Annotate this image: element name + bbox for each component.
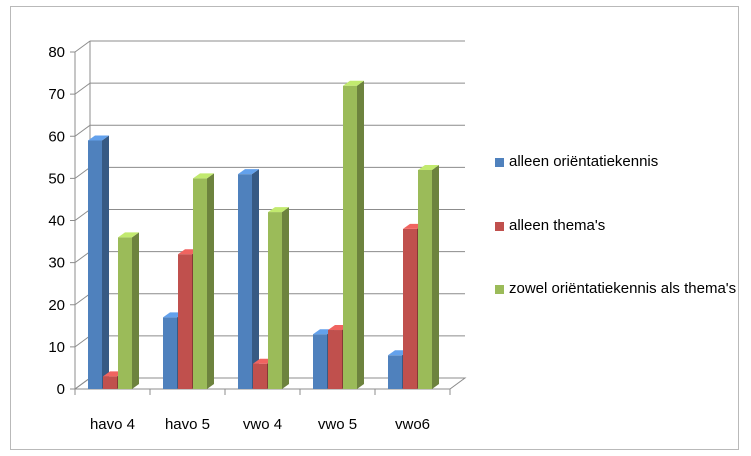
grid-depth-line <box>74 82 91 95</box>
bar-front-4-0 <box>388 355 402 389</box>
bar-top-4-2 <box>418 164 439 170</box>
legend-label-2: alleen thema's <box>509 217 606 234</box>
bar-front-4-2 <box>418 169 432 389</box>
bar-front-0-1 <box>103 376 117 389</box>
grid-depth-line <box>74 166 91 179</box>
bar-front-2-0 <box>238 174 252 389</box>
bar-side-2-2 <box>282 207 289 389</box>
x-tick-label: vwo 5 <box>318 416 357 433</box>
bar-side-0-0 <box>102 135 109 389</box>
x-tick-label: havo 4 <box>90 416 135 433</box>
legend-label-1: alleen oriëntatiekennis <box>509 153 659 170</box>
bar-front-1-1 <box>178 254 192 389</box>
grid-depth-line <box>74 40 91 53</box>
y-tick-label: 60 <box>48 128 65 145</box>
bar-front-0-0 <box>88 140 102 389</box>
bar-front-0-2 <box>118 237 132 389</box>
y-tick-label: 40 <box>48 213 65 230</box>
legend-item-1: alleen oriëntatiekennis <box>495 152 739 172</box>
bar-top-3-2 <box>343 80 364 86</box>
bar-top-0-2 <box>118 232 139 238</box>
grid-depth-line <box>74 209 91 221</box>
grid-depth-line <box>74 335 91 348</box>
bar-front-3-0 <box>313 334 327 389</box>
y-tick-label: 50 <box>48 170 65 187</box>
bar-side-3-2 <box>357 80 364 389</box>
y-tick-label: 30 <box>48 255 65 272</box>
x-tick-label: havo 5 <box>165 416 210 433</box>
bar-front-3-2 <box>343 85 357 389</box>
bar-top-0-0 <box>88 135 109 141</box>
x-tick-label: vwo6 <box>395 416 430 433</box>
y-tick-label: 70 <box>48 86 65 103</box>
bar-side-0-2 <box>132 232 139 389</box>
bar-front-1-2 <box>193 178 207 389</box>
legend-swatch-2 <box>495 222 504 231</box>
y-tick-label: 10 <box>48 339 65 356</box>
bar-front-2-2 <box>268 212 282 389</box>
bar-front-3-1 <box>328 330 342 389</box>
bar-top-1-2 <box>193 173 214 179</box>
legend-item-3: zowel oriëntatiekennis als thema's <box>495 279 739 299</box>
bar-top-2-2 <box>268 207 289 213</box>
y-tick-label: 80 <box>48 44 65 61</box>
legend-item-2: alleen thema's <box>495 216 739 236</box>
grid-depth-line <box>74 124 91 137</box>
bar-top-2-0 <box>238 169 259 175</box>
bar-side-4-2 <box>432 164 439 389</box>
bar-front-1-0 <box>163 317 177 389</box>
y-tick-label: 20 <box>48 297 65 314</box>
x-tick-label: vwo 4 <box>243 416 282 433</box>
grid-depth-line <box>74 293 91 306</box>
bar-side-1-2 <box>207 173 214 389</box>
grid-depth-line <box>74 251 91 264</box>
bar-side-2-0 <box>252 169 259 389</box>
bar-front-2-1 <box>253 363 267 389</box>
bar-front-4-1 <box>403 228 417 389</box>
legend-label-3: zowel oriëntatiekennis als thema's <box>509 280 737 297</box>
legend-swatch-3 <box>495 285 504 294</box>
y-tick-label: 0 <box>57 381 65 398</box>
legend-swatch-1 <box>495 158 504 167</box>
